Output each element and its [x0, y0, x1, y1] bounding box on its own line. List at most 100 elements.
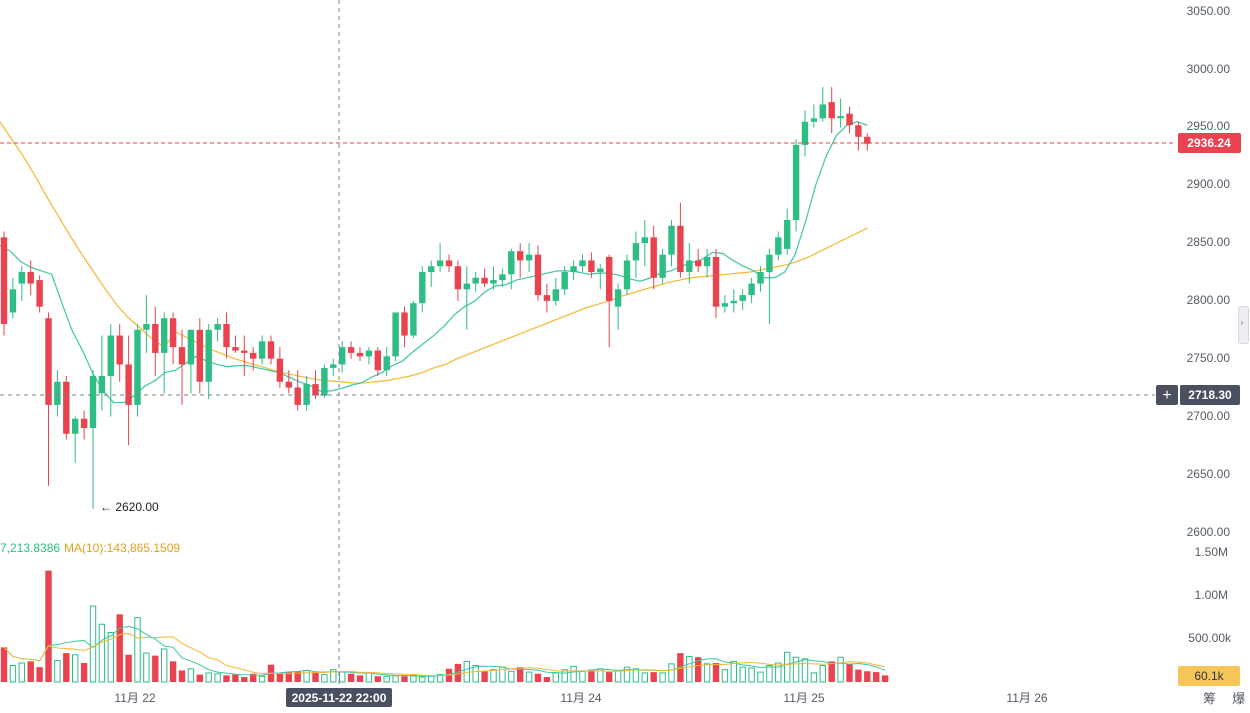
volume-bar: [285, 672, 292, 682]
volume-bar: [748, 667, 755, 683]
candle-body: [623, 260, 631, 290]
volume-bar: [543, 677, 551, 682]
candle: [543, 283, 551, 313]
drag-handle-icon[interactable]: ›: [1238, 306, 1249, 344]
candle: [641, 220, 648, 267]
candle: [339, 341, 346, 373]
candle-body: [285, 381, 292, 388]
candle-body: [330, 364, 337, 368]
candle-body: [561, 272, 568, 290]
candle: [161, 312, 168, 394]
candle-body: [668, 225, 675, 255]
candle-body: [258, 341, 266, 359]
candle-body: [187, 329, 195, 365]
volume-bar: [703, 663, 711, 683]
candle-body: [597, 268, 604, 272]
candle: [864, 133, 871, 151]
candle-body: [712, 256, 720, 307]
volume-tick-label: 1.50M: [1195, 545, 1228, 559]
candle: [143, 295, 150, 353]
volume-bar: [730, 660, 737, 683]
time-tick-label: 11月 22: [114, 691, 155, 705]
volume-bar: [677, 653, 684, 682]
candle-body: [739, 295, 746, 301]
candle: [801, 110, 809, 157]
volume-bar: [312, 672, 319, 682]
candle: [205, 324, 212, 400]
volume-bar: [454, 663, 462, 682]
candle: [650, 225, 657, 290]
candle: [312, 370, 319, 400]
price-tick-label: 2650.00: [1187, 467, 1231, 481]
volume-bar: [757, 671, 764, 683]
crosshair-price-badge[interactable]: + 2718.30: [1156, 385, 1240, 405]
volume-bar: [881, 675, 889, 682]
candle-body: [686, 260, 693, 272]
volume-bar: [276, 672, 284, 682]
candle: [63, 376, 70, 440]
volume-bar: [0, 647, 8, 682]
candle-body: [552, 289, 559, 301]
candle-body: [89, 376, 97, 428]
volume-bar: [356, 675, 364, 682]
candle-body: [80, 418, 88, 428]
time-tick-label: 11月 24: [560, 691, 601, 705]
candle: [428, 260, 435, 288]
add-alert-button[interactable]: [1156, 385, 1178, 405]
volume-bar: [775, 662, 782, 683]
volume-bar: [873, 672, 880, 682]
candle-body: [169, 318, 177, 348]
candle-body: [677, 225, 684, 272]
candle-body: [54, 381, 61, 405]
volume-bar: [54, 660, 61, 683]
time-tick-label: 11月 26: [1006, 691, 1047, 705]
volume-bar: [410, 674, 417, 683]
candle: [855, 121, 862, 151]
candle-body: [436, 260, 444, 267]
candle-body: [784, 220, 791, 249]
candle: [401, 306, 408, 348]
candle-body: [9, 289, 17, 313]
price-tick-label: 3050.00: [1187, 4, 1231, 18]
volume-bar: [428, 675, 435, 683]
candle-body: [570, 266, 577, 272]
candle: [116, 324, 123, 382]
candle: [419, 266, 426, 313]
volume-bar: [695, 657, 702, 682]
candle: [178, 329, 186, 405]
volume-bar: [36, 667, 43, 682]
candle-body: [606, 256, 613, 301]
volume-bar: [241, 677, 248, 682]
volume-bar: [846, 663, 853, 682]
candle: [677, 202, 684, 278]
candle-body: [641, 237, 648, 244]
candle-body: [525, 254, 533, 261]
volume-bar: [792, 656, 800, 683]
candle: [27, 260, 34, 296]
candle: [490, 266, 497, 290]
volume-ma-short-legend: 7,213.8386: [0, 541, 60, 555]
candle-body: [178, 347, 186, 365]
volume-bar: [419, 676, 426, 683]
volume-layer: [0, 570, 889, 683]
candle-body: [36, 280, 43, 307]
candle: [232, 335, 239, 353]
volume-bar: [187, 668, 195, 683]
candle: [383, 347, 390, 376]
volume-bar: [134, 617, 141, 683]
candle-body: [481, 277, 488, 284]
corner-tools-label[interactable]: 筹 爆: [1203, 692, 1250, 707]
candle-body: [72, 418, 79, 434]
plus-icon[interactable]: +: [1162, 387, 1171, 404]
volume-bar: [579, 670, 586, 683]
candle: [570, 260, 577, 281]
candle: [784, 208, 791, 255]
candle: [365, 347, 373, 365]
volume-bar: [63, 653, 70, 682]
volume-bar: [668, 663, 675, 683]
volume-bar: [214, 673, 221, 683]
current-volume-value: 60.1k: [1194, 669, 1224, 683]
volume-bar: [107, 632, 114, 683]
